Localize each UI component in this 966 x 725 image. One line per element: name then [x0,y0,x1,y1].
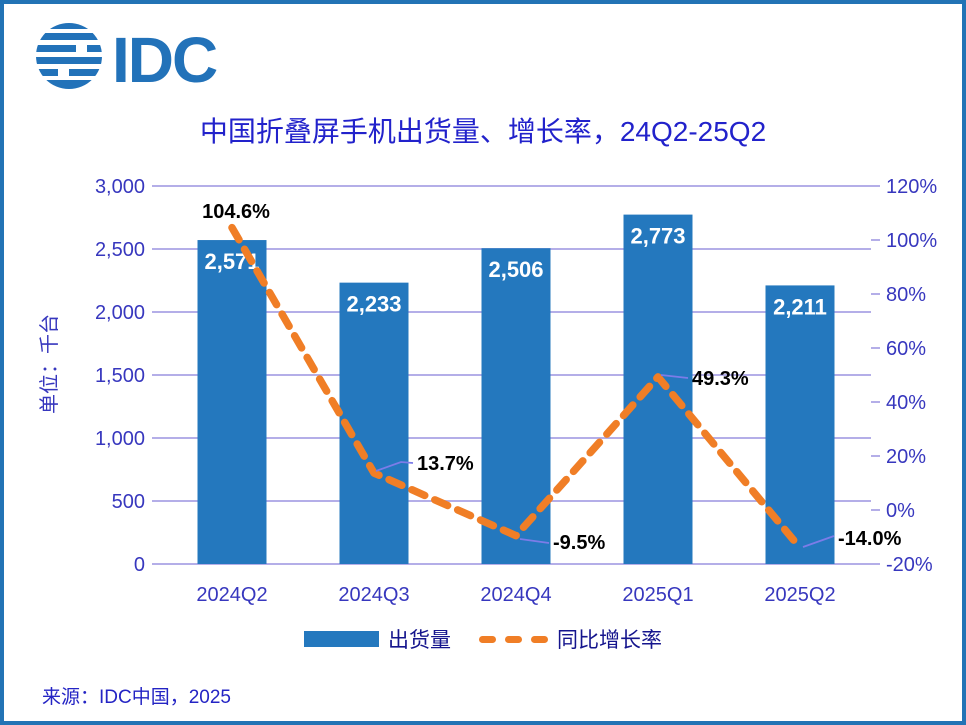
bar [197,240,267,564]
bar-value-label: 2,773 [630,224,685,249]
leader-line [802,535,835,548]
idc-logo: IDC [32,23,219,94]
line-value-label: -9.5% [553,532,605,554]
x-axis-tick-label: 2025Q1 [622,584,693,606]
idc-globe-icon [32,23,106,89]
legend-label: 同比增长率 [557,629,662,652]
right-axis-tick-label: 80% [886,284,926,306]
bar-swatch-icon [304,631,379,647]
x-axis-tick-label: 2024Q2 [196,584,267,606]
left-axis-tick-label: 1,000 [95,428,145,450]
right-axis-tick-label: 40% [886,392,926,414]
right-axis-tick-label: 60% [886,338,926,360]
bar-value-label: 2,211 [773,294,827,319]
y-axis-title: 单位：千台 [38,314,61,414]
left-axis-tick-label: 2,500 [95,239,145,261]
x-axis-tick-label: 2024Q4 [480,584,551,606]
line-value-label: 49.3% [692,368,749,390]
growth-line [228,223,804,552]
x-axis-tick-label: 2025Q2 [764,584,835,606]
bar-value-label: 2,506 [488,257,543,282]
line-value-label: 104.6% [202,201,270,223]
legend-item-shipments: 出货量 [304,624,451,654]
left-axis-tick-label: 2,000 [95,302,145,324]
line-value-label: 13.7% [417,453,474,475]
combo-chart: 0 500 1,000 1,500 2,000 2,500 3,000 -20% 0% 20% 40… [38,176,937,606]
bar [623,214,693,565]
right-axis-tick-label: 0% [886,500,915,522]
x-axis-tick-label: 2024Q3 [338,584,409,606]
legend-item-growth: 同比增长率 [479,624,662,654]
right-axis-tick-label: 20% [886,446,926,468]
chart-legend: 出货量 同比增长率 [4,624,962,654]
leader-line [375,461,414,472]
leader-line [519,538,550,544]
right-axis-tick-label: 120% [886,176,937,198]
right-axis-tick-label: -20% [886,554,933,576]
left-axis-tick-label: 1,500 [95,365,145,387]
bar [481,248,551,564]
line-value-label: -14.0% [838,528,902,550]
idc-logo-text: IDC [112,24,217,94]
legend-label: 出货量 [388,629,451,652]
left-axis-tick-label: 0 [134,554,145,576]
dashed-line-swatch-icon [479,635,548,643]
bar-value-label: 2,233 [346,292,401,317]
bar [339,282,409,564]
left-axis-tick-label: 500 [112,491,145,513]
leader-line [660,374,689,379]
left-axis-tick-label: 3,000 [95,176,145,198]
chart-title: 中国折叠屏手机出货量、增长率，24Q2-25Q2 [199,116,767,147]
source-note: 来源：IDC中国，2025 [42,687,231,708]
right-axis-tick-label: 100% [886,230,937,252]
